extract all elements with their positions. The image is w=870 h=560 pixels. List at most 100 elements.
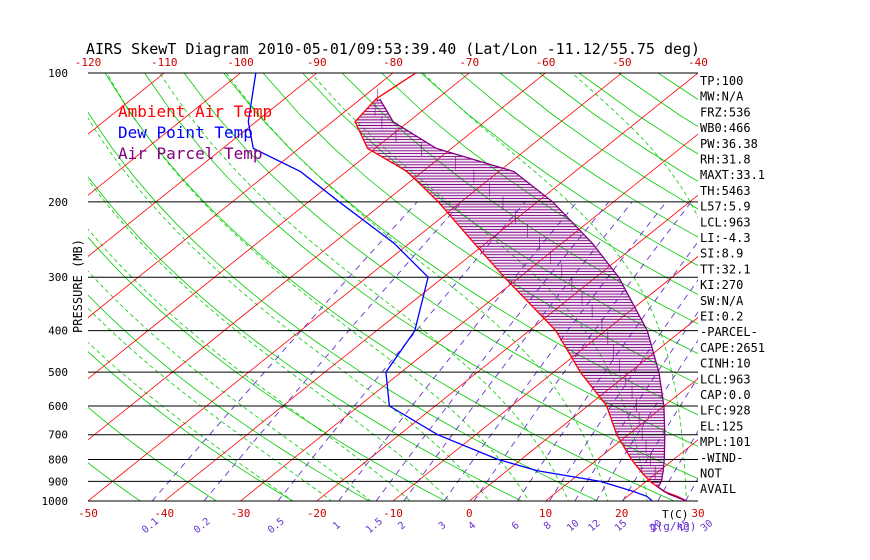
stability-index-entry: MW:N/A [700,90,744,104]
dry-adiabat-line [88,406,217,501]
moist-adiabat-line [88,341,294,501]
dry-adiabat-line [88,294,370,501]
dry-adiabat-line [104,73,675,501]
bottom-temp-tick-labels: -50 -40 -30 -20 -10 0 10 20 30 [78,507,705,520]
dry-adiabat-line [777,73,870,501]
pressure-tick-label: 100 [48,67,68,80]
moist-adiabat-line [88,178,451,501]
dry-adiabats [88,73,870,501]
isotherm-line [316,194,698,501]
isotherm-line [88,73,394,319]
dry-adiabat-line [88,236,446,501]
stability-index-entry: FRZ:536 [700,105,751,119]
dry-adiabat-line [816,73,870,501]
dry-adiabat-line [88,351,293,501]
bottom-temp-tick-label: 0 [466,507,473,520]
mixing-ratio-line [203,201,463,501]
bottom-temp-tick-label: -30 [231,507,251,520]
stability-index-entry: TP:100 [700,74,743,88]
isotherm-line [163,73,698,501]
moist-adiabat-line [88,117,490,501]
dry-adiabat-line [262,73,698,385]
stability-index-entry: AVAIL [700,482,736,496]
bottom-temp-tick-label: 20 [615,507,628,520]
top-temp-tick-label: -50 [612,56,632,69]
pressure-tick-labels: 100 200 300 400 500 600 700 800 900 1000 [42,67,69,508]
bottom-temp-tick-label: -10 [383,507,403,520]
mixing-ratio-tick-label: 2 [396,520,408,532]
stability-index-entry: CINH:10 [700,357,751,371]
isotherms [0,73,870,501]
dry-adiabat-line [381,73,698,295]
legend-dew-point-temp: Dew Point Temp [118,123,253,142]
pressure-tick-label: 800 [48,454,68,467]
dry-adiabat-line [657,73,698,100]
mixing-ratio-tick-label: 6 [510,520,522,532]
pressure-tick-label: 700 [48,429,68,442]
moist-adiabat-line [159,73,569,501]
stability-index-entry: L57:5.9 [700,200,751,214]
isotherm-line [468,317,698,501]
stability-index-entry: PW:36.38 [700,137,758,151]
moist-adiabat-line [422,73,687,501]
isotherm-line [851,73,870,501]
stability-index-entry: -PARCEL- [700,325,758,339]
dry-adiabat-line [183,73,698,447]
stability-index-entry: SI:8.9 [700,247,743,261]
mixing-ratio-tick-label: 15 [613,518,629,534]
dry-adiabat-line [88,462,141,501]
pressure-tick-label: 400 [48,325,68,338]
top-temp-tick-label: -120 [75,56,102,69]
mixing-ratio-line [338,201,578,501]
pressure-tick-label: 900 [48,475,68,488]
mixing-ratio-line [151,201,418,501]
dew-point-temp-line [247,73,653,501]
isotherm-line [88,73,241,196]
isotherm-line [0,73,12,501]
dry-adiabat-line [856,73,870,501]
stability-index-entry: EL:125 [700,419,743,433]
mixing-ratio-tick-label: 1 [331,520,343,532]
stability-index-entry: EI:0.2 [700,310,743,324]
bottom-temp-tick-label: 30 [691,507,704,520]
stability-index-entry: NOT [700,467,722,481]
top-temp-tick-label: -80 [383,56,403,69]
mixing-ratio-tick-label: 0.5 [266,516,287,536]
stability-index-entry: MAXT:33.1 [700,168,765,182]
legend-air-parcel-temp: Air Parcel Temp [118,144,263,163]
moist-adiabat-line [225,73,609,501]
x-axis-label: T(C) [662,508,689,521]
dry-adiabat-line [88,176,522,501]
stability-index-entry: RH:31.8 [700,153,751,167]
isotherm-line [392,255,698,501]
y-axis-label: PRESSURE (MB) [71,239,85,333]
top-temp-tick-label: -70 [459,56,479,69]
stability-index-entry: LCL:963 [700,215,751,229]
moist-adiabat-line [106,73,530,501]
stability-index-entry: KI:270 [700,278,743,292]
top-temp-tick-labels: -120 -110 -100 -90 -80 -70 -60 -50 -40 [75,56,708,69]
bottom-temp-tick-label: -50 [78,507,98,520]
dry-adiabat-line [144,73,698,479]
top-temp-tick-label: -90 [307,56,327,69]
bottom-temp-tick-label: -20 [307,507,327,520]
isotherm-line [774,73,870,501]
stability-index-entry: TT:32.1 [700,262,751,276]
mixing-ratio-labels: 0.1 0.2 0.5 1 1.5 2 3 4 6 8 10 12 15 20 25 30 [140,516,715,536]
isotherm-line [88,73,318,257]
mixing-ratio-tick-label: 4 [466,520,478,532]
isotherm-line [88,73,623,501]
stability-index-entry: LCL:963 [700,372,751,386]
mixing-ratio-tick-label: 1.5 [364,516,385,536]
stability-index-entry: LFC:928 [700,404,751,418]
bottom-temp-tick-label: -40 [154,507,174,520]
dry-adiabat-line [420,73,698,267]
pressure-tick-label: 600 [48,400,68,413]
stability-index-entry: LI:-4.3 [700,231,751,245]
stability-index-entry: CAPE:2651 [700,341,765,355]
stability-index-entry: TH:5463 [700,184,751,198]
top-temp-tick-label: -100 [227,56,254,69]
mixing-ratio-tick-label: 10 [565,518,581,534]
isotherm-line [88,73,546,441]
mixing-ratio-tick-label: 30 [699,518,715,534]
